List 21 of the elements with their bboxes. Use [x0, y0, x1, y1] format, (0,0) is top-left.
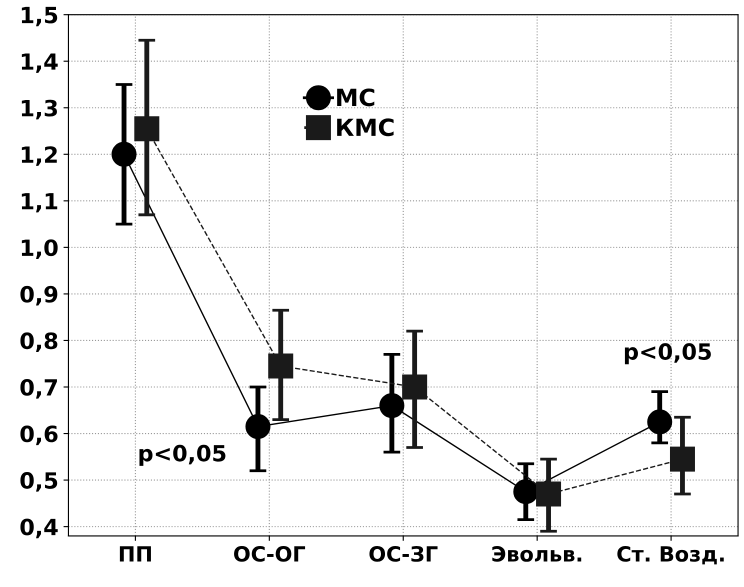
y-tick-label: 0,9 [20, 286, 58, 306]
y-tick-label: 1,0 [22, 239, 58, 259]
y-tick-label: 1,1 [22, 193, 58, 212]
y-tick-label: 0,7 [20, 378, 57, 399]
y-tick-label: 1,3 [22, 100, 57, 120]
annotation: p<0,05 [139, 444, 226, 466]
x-tick-label: ОС-ЗГ [369, 546, 438, 562]
y-tick-label: 0,4 [20, 518, 58, 538]
y-tick-label: 0,6 [20, 425, 58, 446]
y-tick-label: 1,4 [22, 53, 58, 73]
y-tick-label: 1,2 [22, 146, 57, 166]
x-tick-label: ОС-ОГ [234, 546, 306, 562]
x-tick-label: Эвольв. [492, 546, 582, 562]
y-tick-label: 0,5 [20, 472, 58, 492]
legend-label: КМС [337, 118, 394, 136]
y-tick-label: 0,8 [20, 332, 58, 352]
annotation: p<0,05 [624, 343, 711, 364]
x-tick-label: Ст. Возд. [617, 546, 724, 564]
x-tick-label: ПП [120, 546, 151, 562]
y-tick-label: 1,5 [22, 6, 58, 26]
legend-label: МС [337, 88, 374, 106]
